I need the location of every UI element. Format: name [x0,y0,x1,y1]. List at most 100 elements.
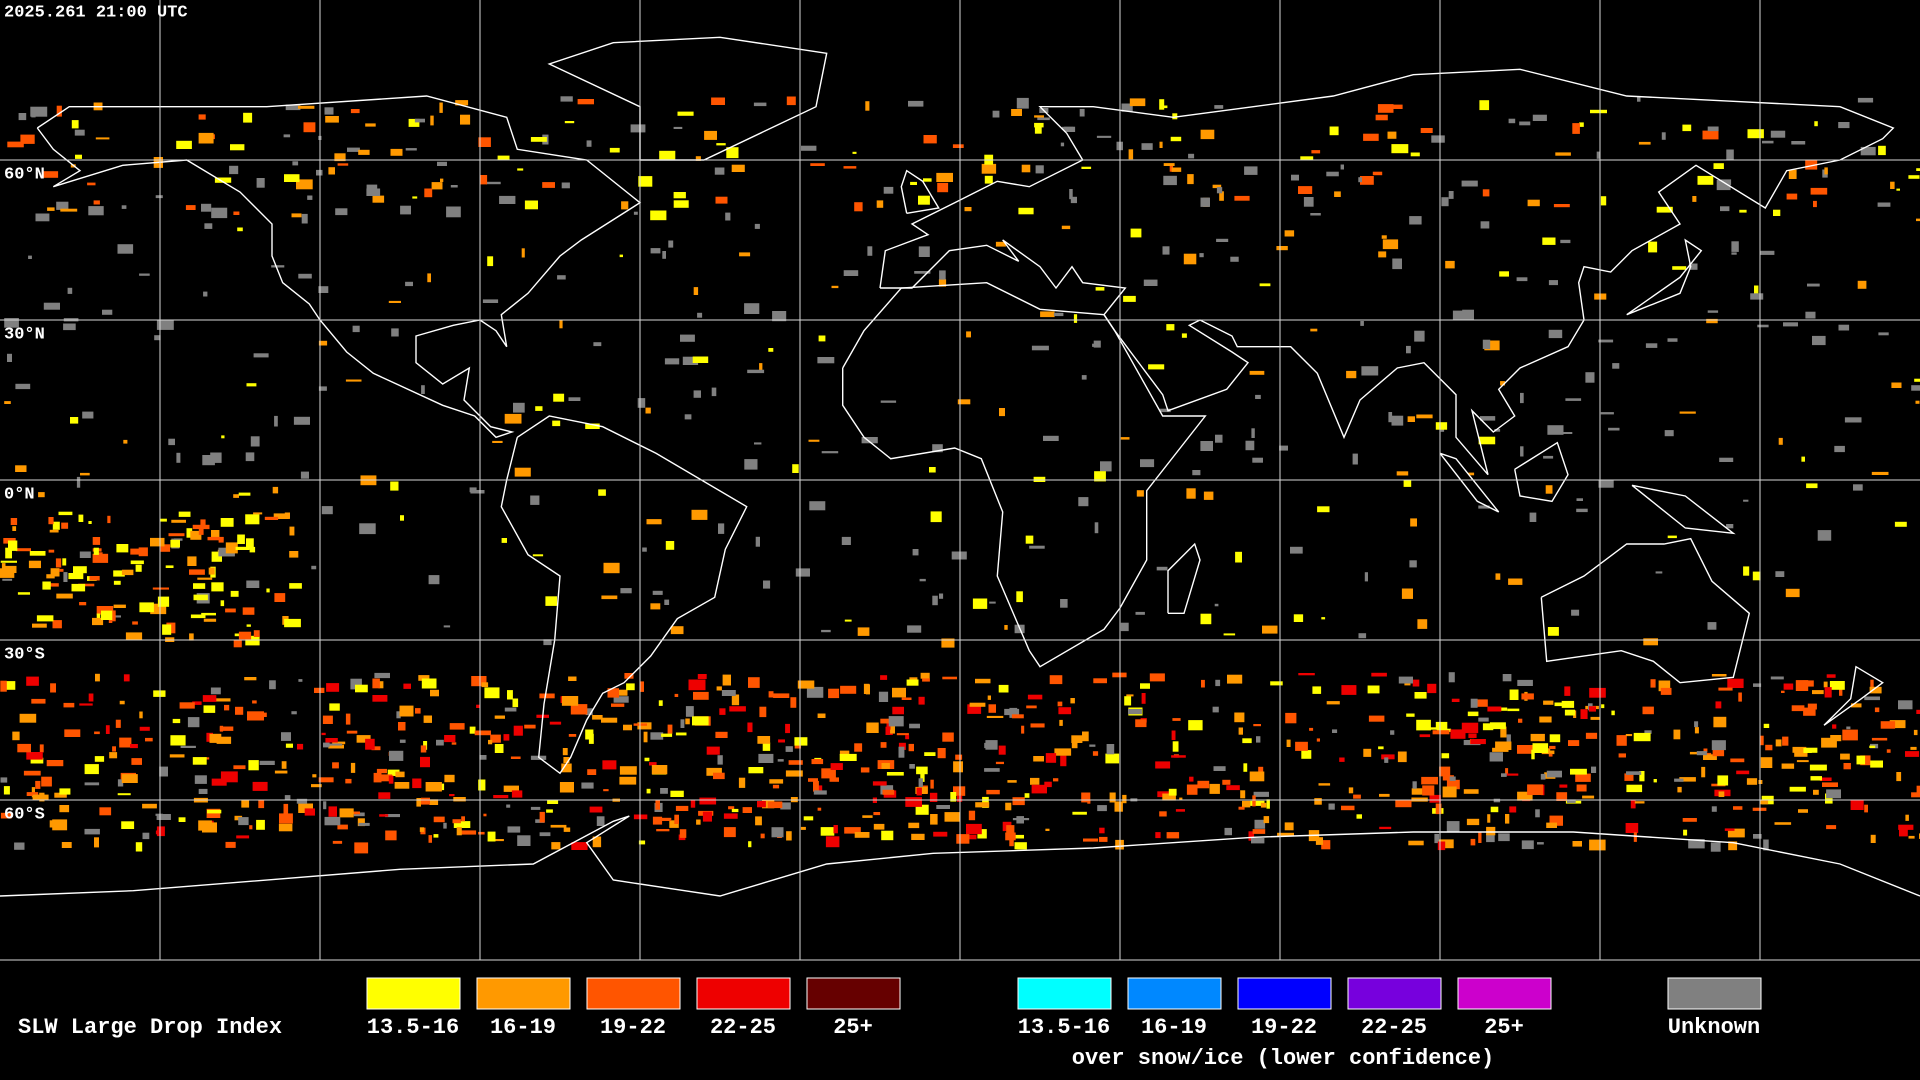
cloud-pixel [930,779,934,789]
cloud-pixel [929,467,936,473]
cloud-pixel [1572,123,1580,134]
cloud-pixel [1186,784,1198,795]
cloud-pixel [731,808,739,813]
cloud-pixel [1412,781,1417,789]
cloud-pixel [601,717,618,723]
cloud-pixel [1419,734,1431,738]
cloud-pixel [742,807,752,813]
cloud-pixel [1857,97,1874,103]
cloud-pixel [1129,98,1146,107]
cloud-pixel [1410,152,1420,157]
cloud-pixel [1598,479,1614,488]
cloud-pixel [1321,617,1326,620]
cloud-pixel [1083,838,1099,842]
cloud-pixel [1412,679,1420,687]
cloud-pixel [901,697,912,700]
cloud-pixel [1007,780,1017,783]
cloud-pixel [455,100,469,106]
cloud-pixel [633,211,638,215]
cloud-pixel [176,140,192,149]
cloud-pixel [1763,723,1770,728]
cloud-pixel [95,673,100,682]
legend-swatch [1347,977,1442,1010]
cloud-pixel [1291,174,1299,181]
cloud-pixel [857,627,870,636]
cloud-pixel [337,824,348,830]
cloud-pixel [1545,485,1553,494]
cloud-pixel [1711,806,1717,812]
cloud-pixel [1166,832,1180,839]
cloud-pixel [373,772,382,783]
cloud-pixel [1500,381,1505,386]
cloud-pixel [1842,729,1858,741]
cloud-pixel [510,756,521,759]
cloud-pixel [70,417,79,424]
cloud-pixel [1094,522,1099,534]
cloud-pixel [88,206,104,216]
cloud-pixel [1838,324,1850,331]
cloud-pixel [17,743,31,753]
cloud-pixel [1410,518,1417,527]
cloud-pixel [1395,799,1412,808]
cloud-pixel [93,200,100,205]
cloud-pixel [1596,151,1600,159]
cloud-pixel [1128,709,1142,715]
cloud-pixel [119,737,132,748]
cloud-pixel [1397,751,1407,763]
cloud-pixel [936,805,950,809]
cloud-pixel [1762,140,1774,144]
cloud-pixel [553,393,565,402]
cloud-pixel [238,631,252,640]
cloud-pixel [619,766,637,775]
cloud-pixel [1234,195,1250,201]
cloud-pixel [1871,737,1888,741]
cloud-pixel [219,726,234,731]
cloud-pixel [1750,293,1764,300]
cloud-pixel [1298,186,1313,194]
cloud-pixel [1688,263,1698,270]
cloud-pixel [684,414,692,420]
cloud-pixel [358,822,370,826]
cloud-pixel [624,673,634,679]
cloud-pixel [1,681,16,690]
cloud-pixel [619,776,637,785]
cloud-pixel [207,536,224,541]
cloud-pixel [1099,827,1105,834]
cloud-pixel [59,568,64,572]
cloud-pixel [50,683,56,693]
cloud-pixel [1216,187,1223,194]
cloud-pixel [918,246,930,257]
cloud-pixel [1061,225,1071,230]
cloud-pixel [117,793,131,796]
cloud-pixel [908,100,924,107]
legend-swatch [1667,977,1762,1010]
cloud-pixel [507,826,521,833]
cloud-pixel [662,251,666,259]
cloud-pixel [390,481,399,491]
cloud-pixel [1348,787,1354,794]
cloud-pixel [748,767,764,774]
cloud-pixel [1421,776,1438,785]
cloud-pixel [1682,124,1692,132]
cloud-pixel [1452,310,1468,321]
cloud-pixel [1694,727,1699,734]
cloud-pixel [1416,414,1433,419]
cloud-pixel [630,124,646,133]
cloud-pixel [549,721,562,725]
cloud-pixel [198,132,214,144]
cloud-pixel [1377,104,1394,113]
cloud-pixel [920,772,925,782]
cloud-pixel [469,487,477,493]
cloud-pixel [1030,777,1040,785]
cloud-pixel [1786,193,1798,200]
cloud-pixel [984,175,993,184]
cloud-pixel [335,208,348,216]
cloud-pixel [607,688,619,698]
cloud-pixel [391,328,399,337]
cloud-pixel [843,270,859,276]
cloud-pixel [1284,230,1295,237]
cloud-pixel [474,730,491,736]
cloud-pixel [621,201,629,210]
cloud-pixel [1312,686,1322,694]
cloud-pixel [439,102,443,113]
